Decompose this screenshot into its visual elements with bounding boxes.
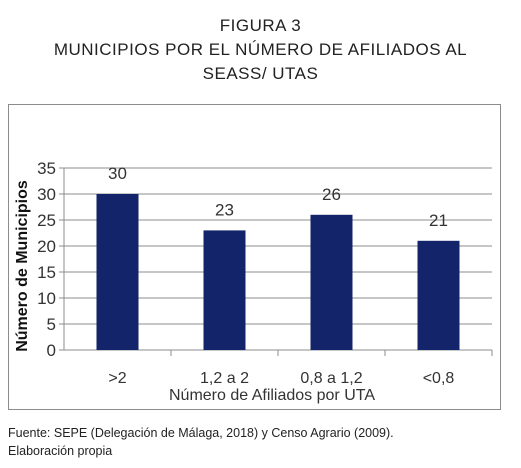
- bar: [96, 194, 139, 350]
- figure-title: MUNICIPIOS POR EL NÚMERO DE AFILIADOS AL…: [0, 38, 521, 86]
- y-tick-label: 5: [47, 315, 56, 334]
- y-tick-label: 10: [37, 289, 56, 308]
- x-tick-label: 0,8 a 1,2: [300, 370, 362, 387]
- data-label: 26: [322, 185, 341, 204]
- x-axis-title: Número de Afiliados por UTA: [169, 387, 375, 404]
- figure-title-line-2: SEASS/ UTAS: [202, 64, 319, 83]
- bar: [417, 240, 460, 350]
- x-tick-label: <0,8: [423, 370, 455, 387]
- y-tick-label: 35: [37, 159, 56, 178]
- bar: [310, 214, 353, 350]
- source-note: Fuente: SEPE (Delegación de Málaga, 2018…: [8, 424, 513, 460]
- y-axis-title: Número de Municipios: [14, 180, 31, 352]
- data-label: 23: [215, 200, 234, 219]
- data-label: 21: [429, 211, 448, 230]
- bar: [203, 230, 246, 350]
- y-tick-label: 20: [37, 237, 56, 256]
- source-line-2: Elaboración propia: [8, 444, 113, 458]
- figure-label: FIGURA 3: [219, 16, 302, 35]
- y-tick-label: 30: [37, 185, 56, 204]
- x-tick-label: >2: [108, 370, 126, 387]
- source-line-1: Fuente: SEPE (Delegación de Málaga, 2018…: [8, 426, 394, 440]
- y-tick-label: 25: [37, 211, 56, 230]
- x-tick-label: 1,2 a 2: [200, 370, 249, 387]
- data-label: 30: [108, 164, 127, 183]
- y-tick-label: 0: [47, 341, 56, 360]
- figure-title-line-1: MUNICIPIOS POR EL NÚMERO DE AFILIADOS AL: [53, 40, 468, 59]
- y-tick-label: 15: [37, 263, 56, 282]
